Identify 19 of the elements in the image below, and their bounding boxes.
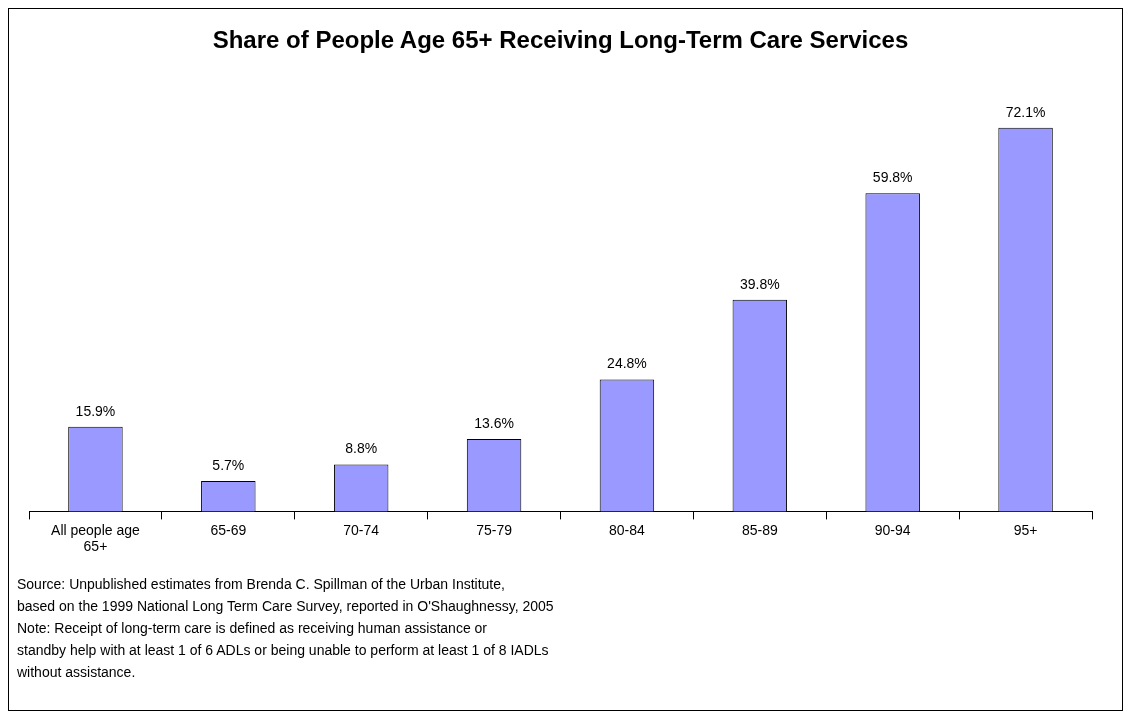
x-tick-label: 90-94 <box>874 521 911 538</box>
data-label: 39.8% <box>739 275 780 292</box>
data-label: 5.7% <box>212 456 245 473</box>
data-label: 13.6% <box>474 414 514 431</box>
data-label: 15.9% <box>75 402 116 419</box>
x-tick-label: 65-69 <box>210 521 247 538</box>
x-tick-label: 95+ <box>1013 521 1038 538</box>
data-label: 59.8% <box>872 169 913 186</box>
text: Note: Receipt of long-term care is defined as receiving human assistance or standby help with at least 1 of 6 ADLs or being unable to perform at least 1 of 8 IADLs without assistance. <box>17 619 550 682</box>
x-tick-label: 75-79 <box>476 521 513 538</box>
chart-title: Share of People Age 65+ Receiving Long-Term Care Services <box>212 26 909 54</box>
data-label: 24.8% <box>607 355 647 372</box>
x-tick-label: 70-74 <box>343 521 380 538</box>
x-tick-label: 80-84 <box>609 521 646 538</box>
source-note: Source: Unpublished estimates from Brenda C. Spillman of the Urban Institute, based on the 1999 National Long Term Care Survey, reported in O'Shaughnessy, 2005 <box>17 575 555 616</box>
data-label: 8.8% <box>345 440 378 457</box>
x-tick-label: All people age 65+ <box>51 521 141 555</box>
x-tick-label: 85-89 <box>741 521 778 538</box>
data-label: 72.1% <box>1005 103 1046 120</box>
